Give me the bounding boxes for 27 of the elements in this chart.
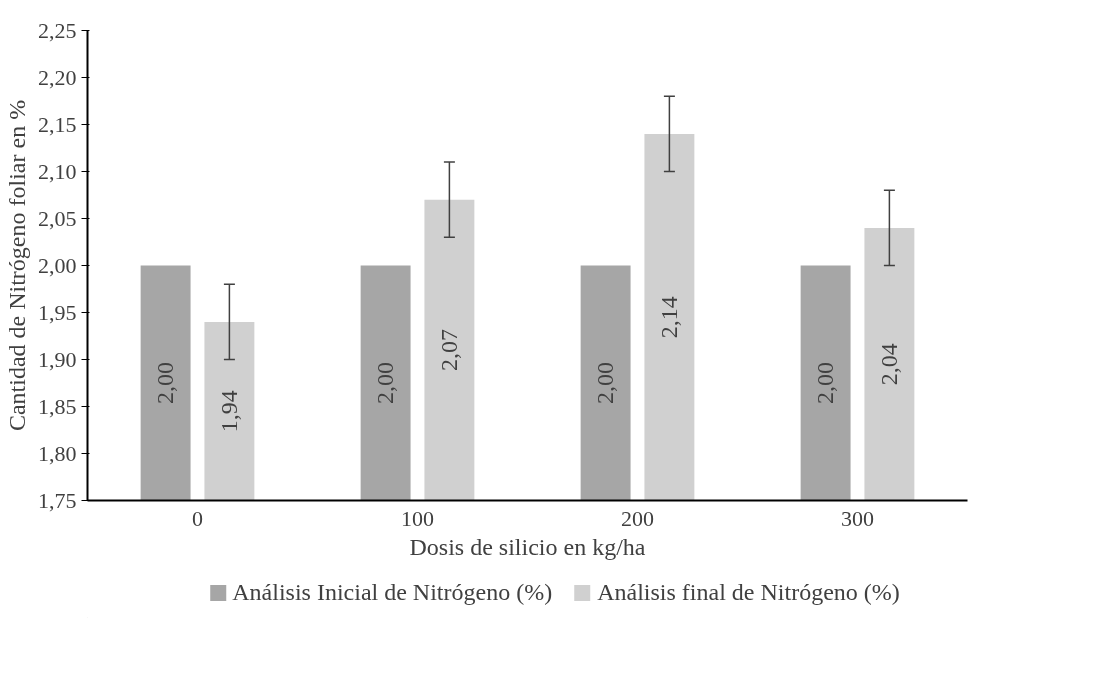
y-tick-label: 1,75 (38, 487, 77, 513)
y-tick-label: 1,95 (38, 299, 77, 325)
data-label: 2,00 (592, 362, 619, 404)
y-tick-label: 1,80 (38, 440, 77, 466)
data-label: 2,00 (372, 362, 399, 404)
legend-label: Análisis Inicial de Nitrógeno (%) (232, 578, 553, 606)
y-tick-label: 2,15 (38, 111, 77, 137)
legend-label: Análisis final de Nitrógeno (%) (597, 578, 900, 606)
data-label: 2,04 (875, 343, 902, 386)
y-tick-label: 1,90 (38, 346, 77, 372)
y-tick-label: 2,10 (38, 158, 77, 184)
y-tick-label: 1,85 (38, 393, 77, 419)
data-label: 2,00 (152, 362, 179, 404)
x-tick-label: 100 (401, 505, 434, 531)
y-tick-label: 2,00 (38, 252, 77, 278)
data-label: 2,07 (435, 329, 462, 372)
x-axis-title: Dosis de silicio en kg/ha (409, 533, 646, 560)
y-axis-title: Cantidad de Nitrógeno foliar en % (4, 99, 30, 432)
y-tick-label: 2,05 (38, 205, 77, 231)
data-label: 1,94 (215, 390, 242, 433)
x-tick-label: 0 (192, 505, 203, 531)
y-tick-label: 2,25 (38, 17, 77, 43)
y-tick-label: 2,20 (38, 64, 77, 90)
x-tick-label: 200 (621, 505, 654, 531)
data-label: 2,14 (655, 296, 682, 339)
x-tick-label: 300 (841, 505, 874, 531)
data-label: 2,00 (812, 362, 839, 404)
